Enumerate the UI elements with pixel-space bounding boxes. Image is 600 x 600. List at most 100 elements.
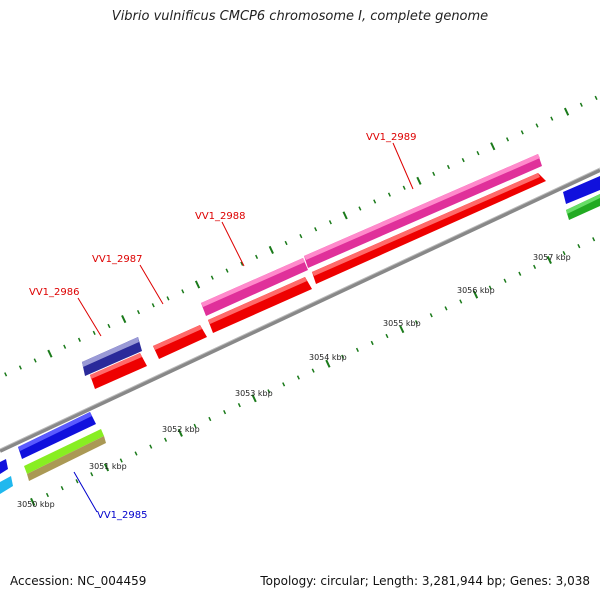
tick-mark	[151, 303, 155, 308]
tick-mark	[342, 211, 348, 220]
tick-mark	[119, 458, 123, 463]
gene-feature-green-right-top	[566, 194, 600, 214]
gene-feature-blue-top	[18, 412, 92, 451]
gene-feature-navy-highlight	[82, 337, 139, 367]
tick-mark	[314, 227, 318, 232]
tick-mark	[461, 157, 465, 163]
tick-mark	[325, 359, 331, 368]
tick-mark	[121, 315, 127, 324]
tick-mark	[60, 485, 64, 491]
tick-mark	[341, 354, 345, 359]
tick-mark	[385, 333, 389, 339]
tick-mark	[193, 423, 197, 429]
tick-mark	[47, 349, 53, 358]
gene-feature-olive	[27, 436, 106, 481]
gene-feature-pink-2988-top	[201, 258, 305, 307]
tick-mark	[402, 185, 406, 190]
upper-tick-track	[4, 95, 598, 377]
tick-mark	[592, 237, 596, 242]
tick-mark	[45, 492, 49, 498]
tick-mark	[358, 206, 362, 211]
tick-mark	[75, 479, 79, 484]
tick-mark	[563, 107, 570, 116]
tick-mark	[505, 137, 510, 142]
tick-mark	[30, 497, 36, 506]
tick-mark	[267, 389, 271, 394]
leader-line-2986	[77, 297, 102, 337]
gene-feature-red-2986	[90, 353, 147, 389]
tick-mark	[268, 245, 274, 254]
kbp-label: 3052 kbp	[162, 425, 200, 434]
tick-mark	[181, 289, 185, 294]
tick-mark	[18, 365, 22, 370]
tick-mark	[444, 306, 448, 311]
tick-mark	[240, 261, 244, 266]
tick-mark	[210, 275, 214, 280]
gene-feature-red-2989	[312, 173, 546, 284]
tick-mark	[432, 171, 436, 177]
tick-mark	[63, 344, 67, 349]
gene-feature-red-2988-top	[208, 277, 307, 324]
leader-line-2988	[221, 221, 245, 267]
gene-feature-cyan-edge	[0, 476, 13, 494]
tick-mark	[429, 313, 433, 318]
tick-mark	[416, 176, 422, 185]
tick-mark	[164, 437, 168, 442]
gene-label: VV1_2986	[29, 287, 80, 298]
tick-mark	[503, 278, 507, 283]
kbp-label: 3055 kbp	[383, 319, 421, 328]
gene-label: VV1_2988	[195, 211, 246, 222]
tick-mark	[328, 220, 332, 225]
tick-mark	[476, 151, 480, 156]
tick-mark	[490, 142, 496, 151]
page-title: Vibrio vulnificus CMCP6 chromosome I, co…	[111, 9, 489, 24]
backbone-highlight	[0, 167, 600, 450]
tick-mark	[535, 123, 539, 128]
tick-mark	[414, 320, 419, 325]
gene-label: VV1_2989	[366, 132, 417, 143]
gene-feature-lime	[24, 429, 104, 474]
leader-line-2989	[392, 142, 414, 190]
tick-mark	[520, 130, 524, 135]
gene-feature-blue	[18, 412, 96, 459]
chromosome-backbone	[0, 168, 600, 453]
tick-mark	[223, 409, 227, 415]
tick-mark	[255, 254, 259, 259]
gene-feature-red-2987-top	[153, 325, 202, 350]
tick-mark	[225, 268, 229, 273]
tick-mark	[488, 285, 492, 290]
tick-mark	[472, 290, 479, 299]
tick-mark	[33, 358, 37, 363]
kbp-label: 3056 kbp	[457, 286, 495, 295]
tick-mark	[4, 372, 8, 377]
tick-mark	[550, 116, 554, 121]
tick-mark	[446, 164, 451, 170]
tick-mark	[237, 403, 241, 408]
tick-mark	[194, 280, 201, 289]
accession-text: Accession: NC_004459	[10, 574, 147, 588]
kbp-label: 3057 kbp	[533, 253, 571, 262]
kbp-label-group: 3050 kbp 3051 kbp 3052 kbp 3053 kbp 3054…	[17, 253, 571, 509]
tick-mark	[177, 428, 183, 437]
tick-mark	[166, 296, 170, 301]
tick-mark	[373, 199, 377, 204]
gene-feature-red-2989-top	[312, 173, 540, 276]
lower-tick-track	[30, 237, 596, 506]
tick-mark	[546, 255, 552, 265]
tick-mark	[103, 463, 110, 472]
gene-feature-red-2987	[153, 325, 207, 359]
tick-mark	[370, 340, 374, 346]
tick-mark	[251, 394, 257, 403]
tick-mark	[296, 375, 300, 380]
tick-mark	[92, 330, 96, 336]
tick-mark	[90, 472, 94, 477]
tick-mark	[562, 250, 566, 256]
tick-mark	[134, 451, 138, 456]
gene-feature-pink-2989-top	[304, 154, 540, 260]
tick-mark	[282, 382, 286, 387]
gene-feature-blue-right	[563, 176, 600, 204]
tick-mark	[399, 325, 405, 334]
tick-mark	[459, 299, 463, 304]
tick-mark	[579, 102, 583, 107]
tick-mark	[284, 240, 288, 246]
